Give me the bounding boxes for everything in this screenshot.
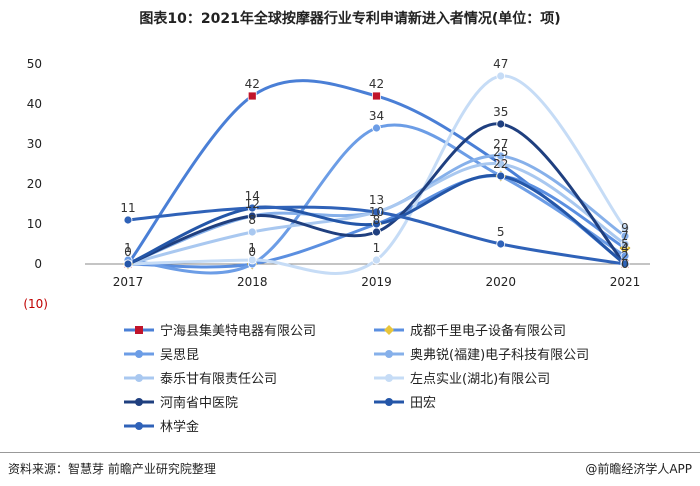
data-point — [247, 203, 257, 213]
data-label: 42 — [369, 77, 384, 91]
x-tick-label: 2017 — [113, 275, 144, 289]
x-tick-label: 2020 — [485, 275, 516, 289]
legend-swatch — [124, 397, 154, 406]
legend-label: 宁海县集美特电器有限公司 — [160, 324, 317, 339]
y-tick-label: 20 — [27, 177, 42, 191]
legend-item: 吴思昆 — [122, 344, 199, 363]
data-point — [496, 119, 506, 129]
legend-label: 成都千里电子设备有限公司 — [410, 324, 567, 339]
data-label: 47 — [493, 57, 508, 71]
y-tick-label: (10) — [23, 297, 48, 311]
data-label: 7 — [621, 229, 629, 243]
data-label: 0 — [248, 245, 256, 259]
x-tick-label: 2021 — [610, 275, 641, 289]
data-point — [620, 259, 630, 269]
data-point — [496, 171, 506, 181]
data-point — [496, 71, 506, 81]
x-tick-label: 2018 — [237, 275, 268, 289]
data-point — [496, 239, 506, 249]
data-label: 14 — [245, 189, 260, 203]
data-point — [372, 219, 381, 229]
y-tick-label: 30 — [27, 137, 42, 151]
legend-label: 林学金 — [160, 420, 200, 435]
data-label: 12 — [245, 197, 260, 211]
data-label: 35 — [493, 105, 508, 119]
data-label: 1 — [124, 241, 132, 255]
data-point — [496, 159, 506, 169]
legend-label: 吴思昆 — [160, 348, 200, 363]
data-label: 0 — [621, 257, 629, 271]
legend-swatch — [374, 324, 404, 335]
data-label: 10 — [369, 205, 384, 219]
y-tick-label: 50 — [27, 57, 42, 71]
chart-title: 图表10：2021年全球按摩器行业专利申请新进入者情况(单位：项) — [139, 11, 561, 27]
legend-label: 左点实业(湖北)有限公司 — [410, 372, 551, 387]
y-tick-label: 0 — [34, 257, 42, 271]
legend-item: 林学金 — [122, 416, 199, 435]
data-label: 0 — [124, 245, 132, 259]
chart-markers — [122, 71, 631, 270]
data-label: 5 — [497, 225, 505, 239]
legend-label: 河南省中医院 — [160, 396, 239, 411]
data-label: 2 — [621, 249, 629, 263]
source-note: 资料来源：智慧芽 前瞻产业研究院整理 — [8, 462, 216, 476]
data-point — [372, 255, 381, 265]
y-tick-label: 10 — [27, 217, 42, 231]
data-point — [372, 91, 381, 101]
legend-item: 奥弗锐(福建)电子科技有限公司 — [372, 344, 589, 363]
legend-label: 奥弗锐(福建)电子科技有限公司 — [410, 348, 590, 363]
series-line — [126, 122, 627, 266]
legend-swatch — [124, 349, 154, 358]
x-tick-label: 2019 — [361, 275, 392, 289]
legend-swatch — [124, 325, 154, 334]
data-label: 27 — [493, 137, 508, 151]
data-point — [372, 227, 381, 237]
legend-swatch — [374, 349, 404, 358]
data-point — [123, 215, 133, 225]
data-point — [247, 227, 257, 237]
legend-swatch — [374, 397, 404, 406]
legend-item: 田宏 — [372, 392, 436, 411]
data-point — [620, 223, 630, 233]
legend-item: 左点实业(湖北)有限公司 — [372, 368, 550, 387]
data-point — [247, 255, 257, 265]
data-label: 42 — [245, 77, 260, 91]
legend-item: 河南省中医院 — [122, 392, 238, 411]
data-point — [372, 207, 381, 217]
footer-divider — [0, 452, 700, 453]
legend-label: 田宏 — [410, 396, 437, 411]
data-point — [247, 91, 257, 101]
legend-swatch — [124, 373, 154, 382]
data-label: 9 — [621, 221, 629, 235]
legend-swatch — [374, 373, 404, 382]
data-label: 11 — [120, 201, 135, 215]
data-point — [372, 123, 381, 133]
legend-item: 成都千里电子设备有限公司 — [372, 320, 566, 339]
data-label: 25 — [493, 145, 508, 159]
data-label: 13 — [369, 193, 384, 207]
data-label: 1 — [373, 241, 381, 255]
data-point — [123, 259, 133, 269]
legend-item: 泰乐甘有限责任公司 — [122, 368, 277, 387]
data-label: 1 — [248, 241, 256, 255]
y-tick-label: 40 — [27, 97, 42, 111]
data-point — [620, 239, 630, 249]
data-label: 8 — [248, 213, 256, 227]
legend-label: 泰乐甘有限责任公司 — [160, 372, 278, 387]
legend-item: 宁海县集美特电器有限公司 — [122, 320, 316, 339]
legend-swatch — [124, 421, 154, 430]
data-label: 22 — [493, 157, 508, 171]
data-label: 4 — [621, 241, 629, 255]
data-label: 8 — [373, 213, 381, 227]
brand-credit: @前瞻经济学人APP — [585, 462, 692, 476]
data-label: 34 — [369, 109, 384, 123]
data-label: 5 — [621, 237, 629, 251]
series-line — [126, 74, 627, 275]
